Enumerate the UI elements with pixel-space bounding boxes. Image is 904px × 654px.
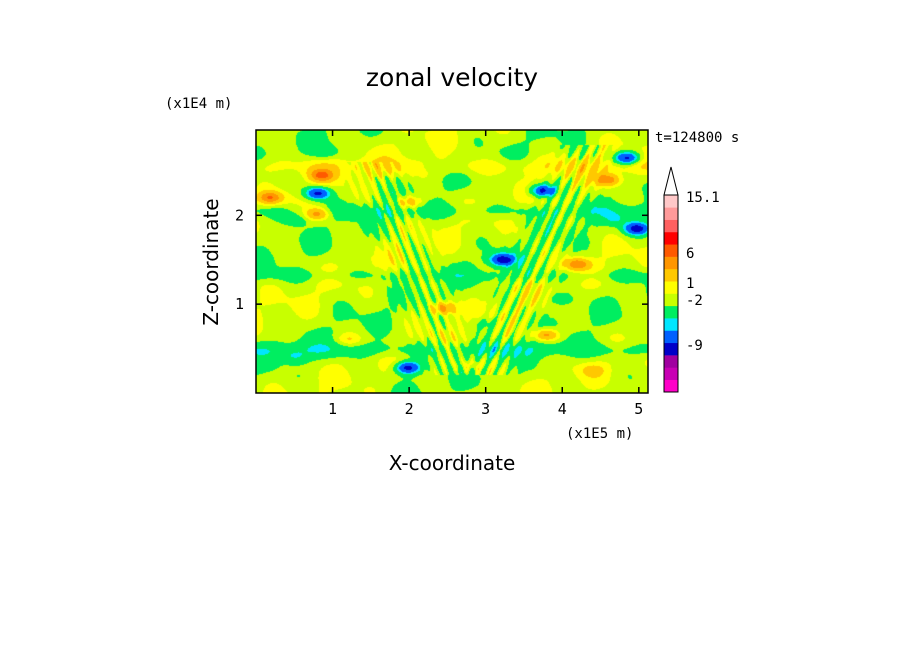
plot-frame — [255, 129, 649, 394]
colorbar: -9 -21 6 15.1 — [663, 166, 720, 393]
y-units-label: (x1E4 m) — [165, 96, 232, 112]
colorbar-swatch — [664, 342, 678, 356]
colorbar-swatch — [664, 281, 678, 294]
colorbar-swatch — [664, 256, 678, 270]
x-axis-title: X-coordinate — [389, 451, 516, 475]
colorbar-swatch — [664, 355, 678, 368]
colorbar-swatch — [664, 367, 678, 380]
colorbar-tick-label: 15.1 — [686, 190, 720, 206]
plot-area — [255, 129, 649, 394]
colorbar-swatch — [664, 379, 678, 393]
colorbar-tick-label: 6 — [686, 246, 694, 262]
colorbar-tick-label: -9 — [686, 338, 703, 354]
colorbar-swatch — [664, 318, 678, 331]
x-tick-label: 1 — [328, 400, 337, 418]
x-tick-label: 3 — [481, 400, 490, 418]
colorbar-swatch — [664, 305, 678, 319]
x-tick-label: 4 — [558, 400, 567, 418]
time-label: t=124800 s — [655, 130, 739, 146]
colorbar-tick-label: 1 — [686, 276, 694, 292]
y-axis: 12 — [235, 206, 648, 313]
colorbar-frame — [663, 194, 679, 393]
y-tick-label: 2 — [235, 206, 244, 224]
x-units-label: (x1E5 m) — [566, 426, 633, 442]
heatmap-image — [256, 130, 648, 393]
colorbar-swatch — [664, 195, 678, 208]
x-tick-label: 2 — [405, 400, 414, 418]
colorbar-swatch — [664, 219, 678, 233]
colorbar-swatch — [664, 244, 678, 257]
x-axis: 1 2 3 4 5 — [328, 130, 643, 418]
y-axis-title: Z-coordinate — [199, 198, 223, 325]
colorbar-swatch — [664, 268, 678, 282]
colorbar-swatch — [664, 207, 678, 220]
x-tick-label: 5 — [634, 400, 643, 418]
colorbar-swatch — [664, 330, 678, 344]
colorbar-extend-arrow — [663, 166, 679, 196]
colorbar-swatch — [664, 293, 678, 307]
chart-title: zonal velocity — [366, 63, 538, 92]
y-tick-label: 1 — [235, 295, 244, 313]
colorbar-swatch — [664, 231, 678, 245]
colorbar-tick-label: -2 — [686, 293, 703, 309]
